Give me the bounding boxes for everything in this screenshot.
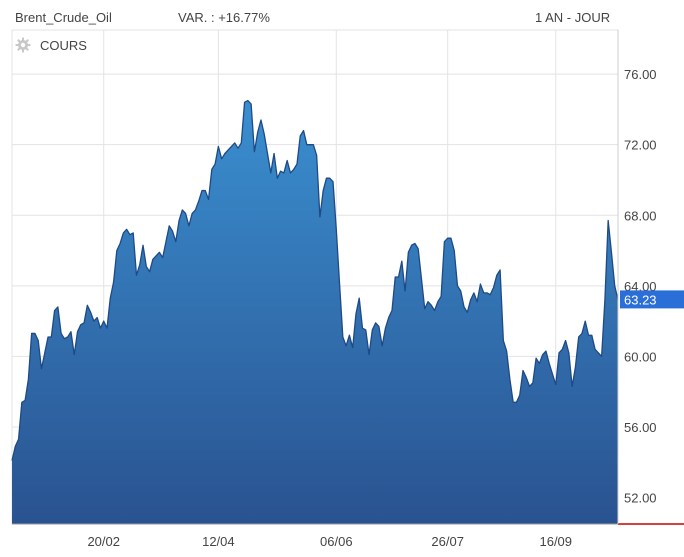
x-axis: 20/02 12/04 06/06 26/07 16/09 — [87, 534, 572, 549]
x-tick-label: 20/02 — [87, 534, 120, 549]
y-tick-label: 64.00 — [624, 279, 657, 294]
gear-icon[interactable] — [15, 37, 31, 53]
price-series — [11, 99, 619, 524]
x-tick-label: 16/09 — [539, 534, 572, 549]
period-selector[interactable]: 1 AN - JOUR — [535, 10, 611, 25]
last-price-badge: 63.23 — [620, 290, 684, 309]
x-tick-label: 12/04 — [202, 534, 235, 549]
y-tick-label: 72.00 — [624, 138, 657, 153]
variation-label: VAR. : +16.77% — [178, 10, 270, 25]
y-tick-label: 76.00 — [624, 67, 657, 82]
legend-label: COURS — [40, 37, 87, 53]
price-area — [12, 100, 618, 524]
price-line — [11, 99, 619, 461]
instrument-name: Brent_Crude_Oil — [15, 10, 112, 25]
last-price-label: 63.23 — [624, 292, 657, 307]
y-axis: 52.00 56.00 60.00 64.00 68.00 72.00 76.00 — [617, 30, 657, 524]
chart-header: Brent_Crude_Oil VAR. : +16.77% 1 AN - JO… — [0, 0, 684, 30]
y-tick-label: 56.00 — [624, 420, 657, 435]
x-tick-label: 06/06 — [320, 534, 353, 549]
y-tick-label: 68.00 — [624, 208, 657, 223]
x-tick-label: 26/07 — [431, 534, 464, 549]
y-tick-label: 60.00 — [624, 349, 657, 364]
y-tick-label: 52.00 — [624, 491, 657, 506]
last-price-box — [620, 290, 684, 309]
series-legend: COURS — [15, 37, 87, 53]
